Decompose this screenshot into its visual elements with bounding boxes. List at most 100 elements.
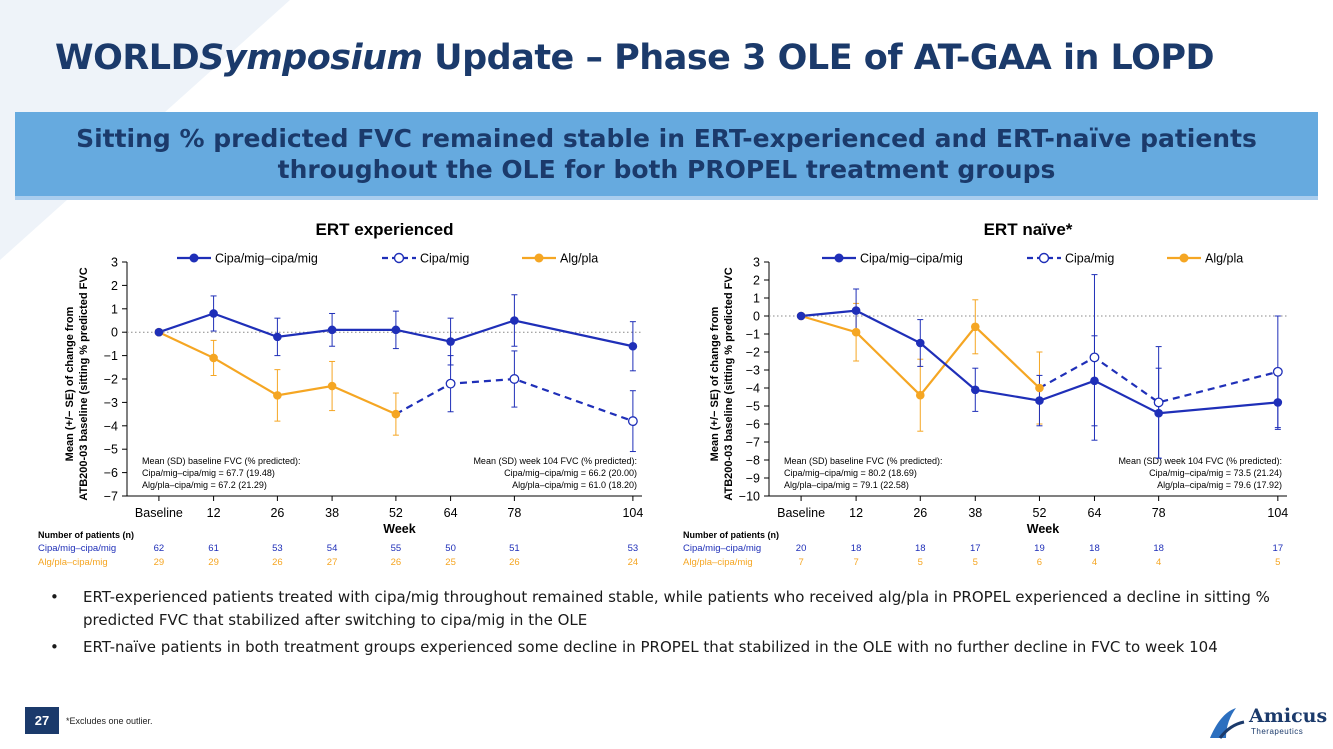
y-tick-label: −3	[746, 364, 760, 378]
baseline-fvc-note: Cipa/mig–cipa/mig = 80.2 (18.69)	[784, 468, 917, 478]
x-tick-label: 64	[1088, 506, 1102, 520]
y-tick-label: −2	[104, 373, 118, 387]
page-title: WORLDSymposium Update – Phase 3 OLE of A…	[55, 38, 1215, 78]
x-axis-label: Week	[383, 522, 415, 536]
patients-count: 5	[918, 557, 923, 568]
patients-count: 18	[915, 543, 926, 554]
x-tick-label: 104	[1267, 506, 1288, 520]
y-tick-label: −10	[739, 490, 760, 504]
patients-header: Number of patients (n)	[683, 530, 779, 540]
legend-label: Cipa/mig–cipa/mig	[215, 252, 318, 266]
patients-count: 5	[973, 557, 978, 568]
x-tick-label: Baseline	[135, 506, 183, 520]
patients-count: 20	[796, 543, 807, 554]
week104-fvc-note: Mean (SD) week 104 FVC (% predicted):	[473, 456, 637, 466]
legend-label: Alg/pla	[560, 252, 598, 266]
x-tick-label: 26	[270, 506, 284, 520]
bullet-list: • ERT-experienced patients treated with c…	[50, 586, 1290, 663]
series-line	[158, 312, 634, 348]
data-point-open	[1089, 352, 1100, 363]
x-tick-label: 12	[849, 506, 863, 520]
x-tick-label: 78	[1152, 506, 1166, 520]
x-tick-label: 52	[389, 506, 403, 520]
patients-count: 17	[1273, 543, 1284, 554]
x-tick-label: 26	[913, 506, 927, 520]
legend-label: Cipa/mig–cipa/mig	[860, 252, 963, 266]
patients-count: 61	[208, 543, 219, 554]
data-point-open	[1272, 366, 1283, 377]
patients-header: Number of patients (n)	[38, 530, 134, 540]
y-tick-label: −3	[104, 396, 118, 410]
baseline-fvc-note: Alg/pla–cipa/mig = 67.2 (21.29)	[142, 480, 267, 490]
legend-label: Alg/pla	[1205, 252, 1243, 266]
patients-count: 53	[628, 543, 639, 554]
patients-row-label: Cipa/mig–cipa/mig	[38, 543, 116, 554]
x-tick-label: 78	[507, 506, 521, 520]
x-tick-label: Baseline	[777, 506, 825, 520]
y-tick-label: −7	[104, 490, 118, 504]
y-tick-label: −4	[104, 419, 118, 433]
y-tick-label: 1	[111, 302, 118, 316]
series-line	[800, 309, 1278, 415]
patients-count: 26	[509, 557, 520, 568]
y-tick-label: 2	[111, 279, 118, 293]
patients-count: 53	[272, 543, 283, 554]
data-point	[970, 322, 980, 332]
legend-marker-alg	[1179, 253, 1189, 263]
week104-fvc-note: Mean (SD) week 104 FVC (% predicted):	[1118, 456, 1282, 466]
patients-count: 62	[154, 543, 165, 554]
data-point	[796, 311, 806, 321]
patients-count: 50	[445, 543, 456, 554]
x-tick-label: 38	[968, 506, 982, 520]
patients-count: 25	[445, 557, 456, 568]
patients-count: 55	[391, 543, 402, 554]
baseline-fvc-note: Mean (SD) baseline FVC (% predicted):	[784, 456, 943, 466]
amicus-logo-icon	[1210, 708, 1245, 739]
week104-fvc-note: Alg/pla–cipa/mig = 79.6 (17.92)	[1157, 480, 1282, 490]
y-tick-label: −1	[104, 349, 118, 363]
y-axis-label: Mean (+/− SE) of change from	[64, 306, 76, 461]
y-tick-label: 3	[753, 256, 760, 270]
summary-banner: Sitting % predicted FVC remained stable …	[15, 112, 1318, 200]
patients-count: 26	[391, 557, 402, 568]
y-tick-label: 0	[753, 310, 760, 324]
data-point	[154, 327, 164, 337]
data-point-open	[1153, 397, 1164, 408]
y-axis-label: Mean (+/− SE) of change from	[709, 306, 721, 461]
data-point	[1090, 376, 1099, 386]
patients-count: 4	[1092, 557, 1097, 568]
patients-count: 29	[154, 557, 165, 568]
bullet-item: • ERT-experienced patients treated with c…	[50, 588, 1270, 629]
patients-count: 7	[798, 557, 803, 568]
bullet-dot: •	[50, 638, 59, 656]
data-point-open	[445, 378, 456, 389]
y-tick-label: −6	[746, 418, 760, 432]
data-point-open	[627, 416, 638, 427]
chart-title: ERT experienced	[316, 220, 454, 239]
patients-row-label: Alg/pla–cipa/mig	[38, 557, 108, 568]
legend-marker-alg	[534, 253, 544, 263]
data-point	[915, 390, 925, 400]
x-tick-label: 12	[207, 506, 221, 520]
patients-count: 26	[272, 557, 283, 568]
data-point	[209, 309, 218, 318]
legend-marker-cipa-cipa	[834, 253, 844, 263]
patients-count: 24	[628, 557, 639, 568]
y-axis-label: ATB200-03 baseline (sitting % predicted …	[78, 267, 90, 500]
patients-count: 6	[1037, 557, 1042, 568]
patients-count: 27	[327, 557, 338, 568]
baseline-fvc-note: Cipa/mig–cipa/mig = 67.7 (19.48)	[142, 468, 275, 478]
patients-count: 51	[509, 543, 520, 554]
data-point	[851, 306, 861, 315]
data-point	[327, 325, 337, 335]
legend-label: Cipa/mig	[420, 252, 469, 266]
bullet-item: • ERT-naïve patients in both treatment gr…	[50, 636, 1290, 659]
x-tick-label: 38	[325, 506, 339, 520]
legend-marker-cipa-open	[393, 252, 405, 264]
y-tick-label: 0	[111, 326, 118, 340]
y-tick-label: −1	[746, 328, 760, 342]
patients-count: 18	[851, 543, 862, 554]
patients-count: 17	[970, 543, 981, 554]
data-point	[1035, 383, 1044, 393]
y-tick-label: −8	[746, 454, 760, 468]
